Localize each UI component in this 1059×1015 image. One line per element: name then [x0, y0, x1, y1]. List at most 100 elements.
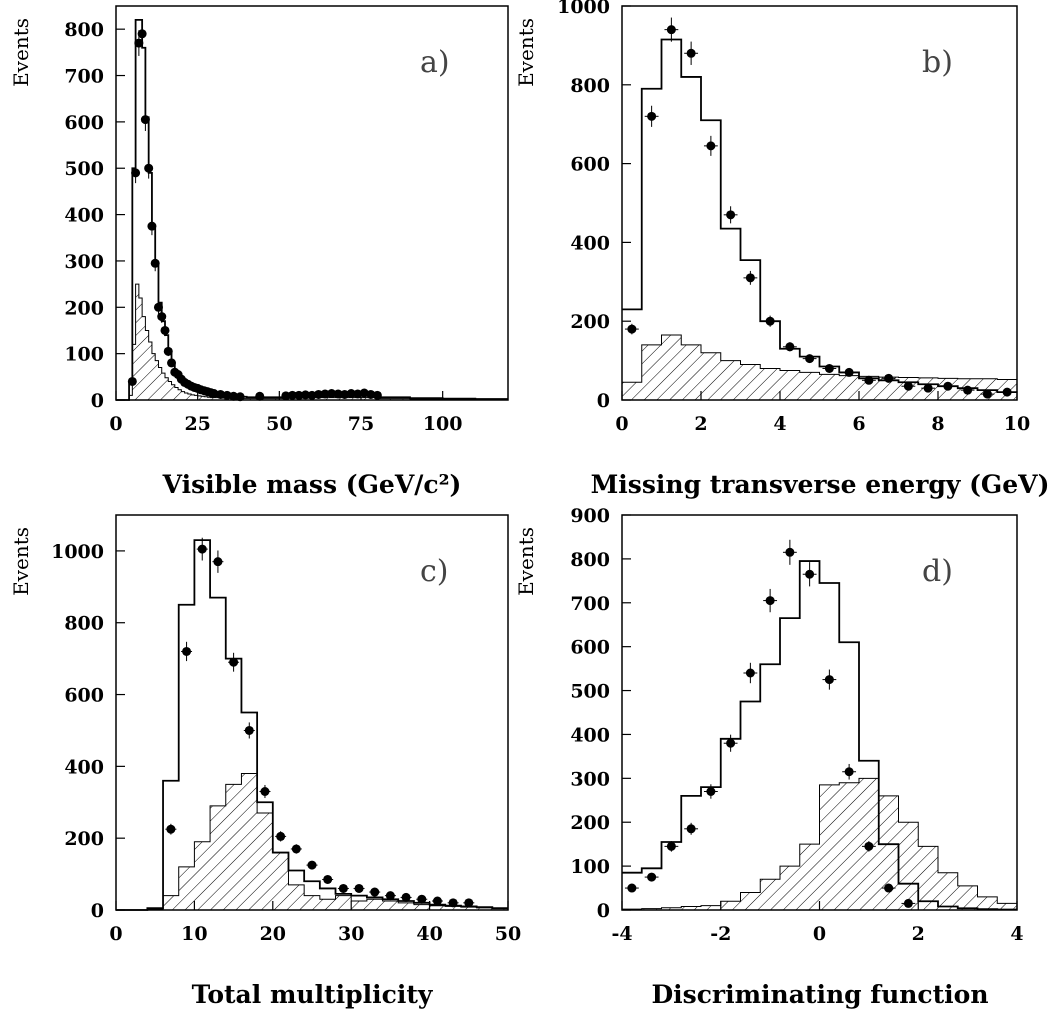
- x-tick-label: 25: [184, 413, 210, 435]
- data-point: [463, 898, 475, 908]
- data-point: [181, 641, 193, 662]
- plot-frame: [115, 5, 509, 401]
- x-tick-label: 6: [852, 413, 865, 435]
- y-tick-label: 900: [570, 505, 610, 527]
- y-tick-label: 200: [570, 812, 610, 834]
- data-point: [940, 381, 955, 391]
- data-point: [782, 342, 797, 352]
- panel-a: 0 25 50 75 100 0 100 200 300 400 500 600 700 800 Event…: [9, 5, 509, 499]
- y-tick-label: 500: [64, 158, 104, 180]
- x-tick-label: 30: [338, 923, 364, 945]
- data-point: [644, 105, 659, 127]
- data-point: [314, 389, 324, 399]
- y-tick-label: 600: [64, 112, 104, 134]
- data-point: [921, 383, 936, 393]
- data-point: [624, 883, 639, 893]
- data-point: [327, 389, 337, 399]
- panel-label: b): [922, 45, 953, 80]
- data-point: [664, 841, 679, 852]
- data-point: [703, 135, 718, 156]
- x-tick-label: 50: [266, 413, 292, 435]
- data-point: [290, 844, 302, 854]
- data-point: [131, 162, 141, 184]
- y-tick-label: 300: [64, 251, 104, 273]
- data-point: [431, 896, 443, 906]
- data-point: [861, 375, 876, 385]
- data-point: [167, 358, 177, 368]
- data-point: [723, 734, 738, 752]
- y-tick-label: 700: [570, 593, 610, 615]
- y-tick-label: 400: [570, 232, 610, 254]
- panel-d: -4 -2 0 2 4 0 100 200 300 400 500 600 700 800 900 Event…: [514, 505, 1024, 1009]
- y-tick-label: 600: [64, 685, 104, 707]
- data-point: [763, 588, 778, 613]
- background-histogram: [621, 777, 1018, 911]
- y-tick-label: 200: [570, 311, 610, 333]
- data-point: [881, 883, 896, 893]
- data-point: [333, 389, 343, 399]
- data-point: [229, 391, 239, 401]
- data-point: [369, 887, 381, 897]
- y-tick-label: 0: [597, 900, 610, 922]
- y-tick-label: 200: [64, 297, 104, 319]
- x-tick-label: 4: [1010, 923, 1023, 945]
- data-point: [782, 539, 797, 565]
- data-point: [416, 894, 428, 904]
- x-tick-label: 0: [813, 923, 826, 945]
- data-point: [127, 376, 137, 386]
- data-point: [320, 389, 330, 399]
- y-tick-label: 200: [64, 828, 104, 850]
- data-point: [980, 389, 995, 399]
- data-point: [624, 323, 639, 335]
- data-point: [160, 324, 170, 337]
- data-point: [822, 669, 837, 690]
- data-point: [384, 891, 396, 901]
- x-tick-label: 40: [416, 923, 442, 945]
- background-histogram: [116, 773, 509, 911]
- plot-frame: [115, 514, 509, 911]
- y-tick-label: 0: [91, 390, 104, 412]
- panel-label: d): [922, 554, 953, 589]
- data-point: [281, 391, 291, 401]
- x-tick-label: 100: [423, 413, 463, 435]
- y-tick-label: 100: [570, 856, 610, 878]
- x-axis-label: Discriminating function: [651, 980, 988, 1009]
- data-point: [881, 373, 896, 383]
- x-axis-label: Visible mass (GeV/c²): [162, 470, 462, 499]
- panel-b: 0 2 4 6 8 10 0 200 400 600 800 1000 Events Missing tr…: [514, 0, 1049, 499]
- x-tick-label: 8: [931, 413, 944, 435]
- y-tick-label: 0: [91, 900, 104, 922]
- data-point: [306, 860, 318, 870]
- total-histogram: [622, 560, 1017, 911]
- data-point: [322, 874, 334, 884]
- data-point: [684, 41, 699, 65]
- y-tick-label: 500: [570, 681, 610, 703]
- data-point: [144, 157, 154, 179]
- x-tick-label: 0: [109, 923, 122, 945]
- data-point: [802, 354, 817, 364]
- data-point: [287, 390, 297, 400]
- data-point: [842, 763, 857, 780]
- y-tick-label: 1000: [51, 541, 104, 563]
- y-tick-label: 800: [570, 549, 610, 571]
- y-axis-label: Events: [514, 527, 538, 596]
- data-point: [337, 883, 349, 893]
- x-axis-label: Total multiplicity: [192, 980, 434, 1009]
- background-histogram: [621, 334, 1018, 401]
- data-point: [861, 841, 876, 852]
- y-axis-label: Events: [9, 18, 33, 87]
- data-point: [901, 898, 916, 908]
- data-point: [153, 300, 163, 314]
- panel-c: 0 10 20 30 40 50 0 200 400 600 800 1000 Events Total …: [9, 514, 521, 1009]
- data-point: [243, 722, 255, 739]
- y-tick-label: 1000: [557, 0, 610, 18]
- data-point: [664, 17, 679, 42]
- y-tick-label: 400: [64, 756, 104, 778]
- y-tick-label: 100: [64, 344, 104, 366]
- data-point: [150, 255, 160, 272]
- x-tick-label: 10: [1004, 413, 1030, 435]
- data-point: [723, 206, 738, 224]
- data-point: [960, 385, 975, 395]
- x-tick-label: -2: [710, 923, 731, 945]
